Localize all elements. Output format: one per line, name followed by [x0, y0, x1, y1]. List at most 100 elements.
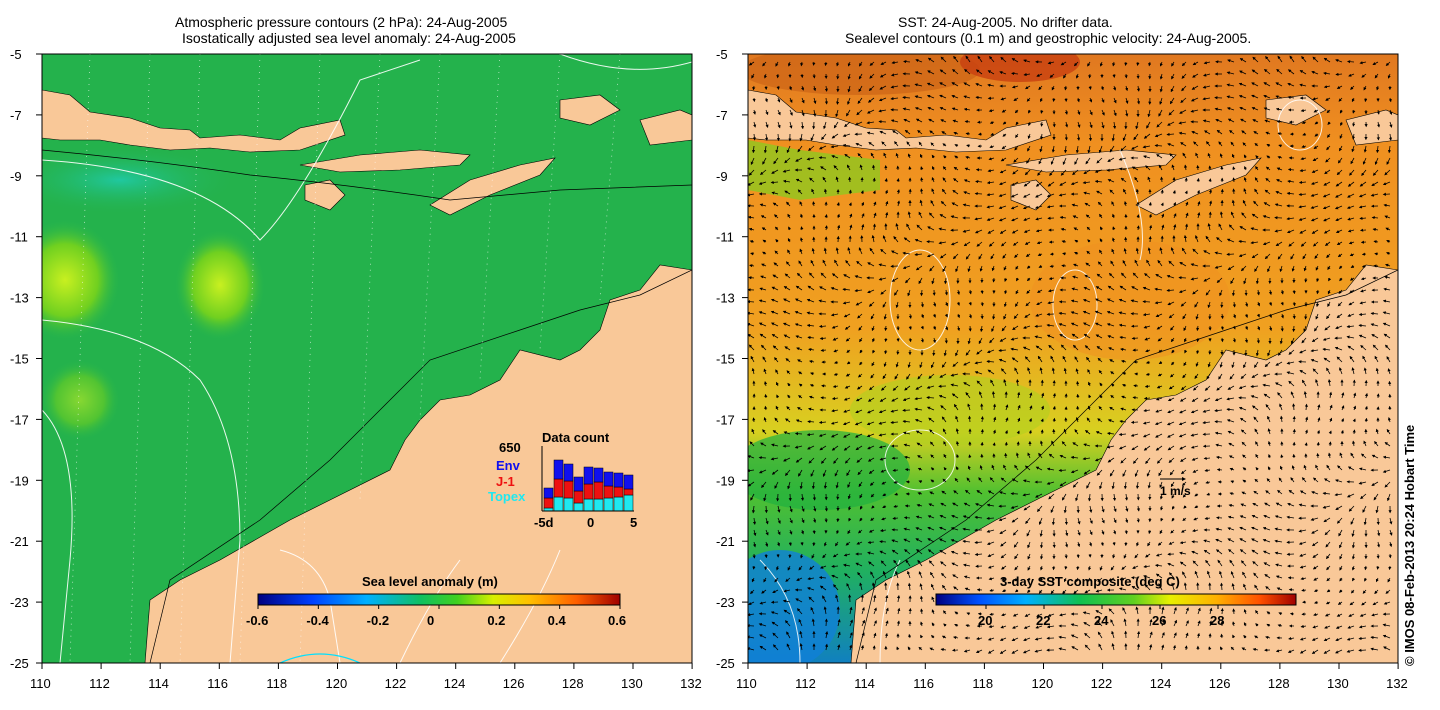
velocity-vector — [1276, 68, 1283, 75]
velocity-vector — [907, 153, 911, 159]
y-tick-label: -9 — [10, 169, 22, 184]
velocity-vector — [989, 120, 995, 124]
velocity-vector — [795, 178, 803, 183]
velocity-vector — [1118, 157, 1127, 161]
velocity-vector — [1085, 157, 1091, 165]
velocity-vector — [800, 61, 804, 67]
velocity-vector — [881, 141, 887, 147]
dc-xtick-2: 5 — [630, 515, 637, 530]
velocity-vector — [963, 107, 971, 112]
velocity-vector — [797, 145, 803, 153]
velocity-vector — [1254, 142, 1259, 147]
velocity-vector — [1244, 165, 1248, 171]
velocity-vector — [927, 106, 935, 111]
velocity-vector — [1146, 121, 1151, 129]
velocity-vector — [1324, 169, 1331, 175]
x-tick-label: 120 — [1032, 676, 1054, 691]
velocity-vector — [890, 97, 899, 101]
velocity-vector — [878, 120, 887, 124]
velocity-vector — [1023, 59, 1031, 63]
velocity-vector — [847, 73, 851, 80]
velocity-vector — [1277, 55, 1283, 63]
colorbar-tick-label: 0.6 — [608, 613, 626, 628]
velocity-vector — [1226, 107, 1235, 111]
velocity-vector — [1205, 141, 1211, 147]
velocity-vector — [1232, 166, 1236, 171]
velocity-vector — [818, 156, 827, 160]
legend-j1: J-1 — [496, 474, 515, 489]
velocity-vector — [953, 55, 959, 63]
velocity-vector — [999, 71, 1007, 75]
velocity-vector — [918, 141, 923, 147]
velocity-vector — [868, 85, 875, 92]
velocity-vector — [795, 157, 803, 162]
velocity-vector — [1181, 73, 1187, 79]
velocity-vector — [1385, 61, 1391, 67]
velocity-vector — [1015, 121, 1019, 126]
velocity-vector — [1015, 133, 1019, 139]
velocity-vector — [844, 121, 851, 128]
velocity-vector — [1136, 85, 1141, 92]
data-count-bar — [593, 467, 604, 483]
y-tick-label: -7 — [716, 108, 728, 123]
velocity-vector — [1323, 57, 1331, 63]
velocity-vector — [1196, 337, 1200, 343]
velocity-vector — [1314, 121, 1319, 125]
velocity-vector — [1148, 61, 1152, 67]
velocity-vector — [1113, 85, 1117, 91]
velocity-vector — [1275, 107, 1283, 111]
velocity-vector — [1075, 73, 1079, 79]
velocity-vector — [1287, 168, 1295, 172]
velocity-vector — [1277, 155, 1283, 159]
velocity-vector — [929, 130, 935, 135]
velocity-vector — [869, 73, 875, 79]
velocity-vector — [1292, 313, 1296, 320]
velocity-vector — [1326, 109, 1331, 114]
velocity-vector — [1339, 145, 1343, 152]
velocity-vector — [1207, 152, 1211, 159]
velocity-vector — [939, 107, 947, 111]
data-count-bar — [583, 498, 594, 512]
velocity-vector — [1226, 83, 1235, 87]
velocity-vector — [1192, 61, 1199, 66]
velocity-vector — [752, 133, 757, 141]
velocity-vector — [1340, 121, 1344, 127]
velocity-vector — [1063, 73, 1067, 79]
velocity-vector — [806, 157, 815, 161]
velocity-vector — [759, 169, 767, 176]
velocity-vector — [1190, 109, 1199, 113]
velocity-vector — [824, 97, 829, 105]
velocity-vector — [1376, 133, 1380, 141]
velocity-vector — [1088, 73, 1092, 79]
velocity-vector — [1014, 109, 1019, 114]
velocity-vector — [1143, 133, 1151, 139]
velocity-vector — [1386, 157, 1391, 165]
velocity-vector — [953, 131, 959, 135]
velocity-vector — [1142, 145, 1151, 149]
velocity-vector — [800, 121, 805, 130]
right-title-line2: Sealevel contours (0.1 m) and geostrophi… — [845, 30, 1252, 46]
velocity-vector — [1125, 85, 1129, 92]
velocity-vector — [906, 141, 911, 147]
velocity-vector — [807, 167, 815, 171]
velocity-vector — [1156, 154, 1163, 159]
velocity-vector — [1276, 120, 1283, 124]
velocity-vector — [1083, 169, 1091, 175]
velocity-vector — [975, 69, 983, 75]
velocity-vector — [1130, 420, 1139, 424]
velocity-vector — [1191, 85, 1199, 90]
x-tick-label: 114 — [148, 676, 169, 691]
velocity-vector — [1300, 108, 1307, 113]
velocity-vector — [1063, 145, 1068, 154]
velocity-vector — [1158, 109, 1163, 117]
velocity-vector — [902, 95, 911, 100]
colorbar-tick-label: 0 — [427, 613, 434, 628]
velocity-vector — [1203, 61, 1211, 65]
velocity-vector — [1028, 121, 1032, 127]
velocity-vector — [1000, 56, 1007, 63]
velocity-vector — [1361, 169, 1367, 177]
velocity-vector — [830, 145, 839, 149]
velocity-vector — [1027, 133, 1031, 140]
velocity-vector — [1028, 109, 1032, 114]
velocity-vector — [1232, 177, 1236, 183]
